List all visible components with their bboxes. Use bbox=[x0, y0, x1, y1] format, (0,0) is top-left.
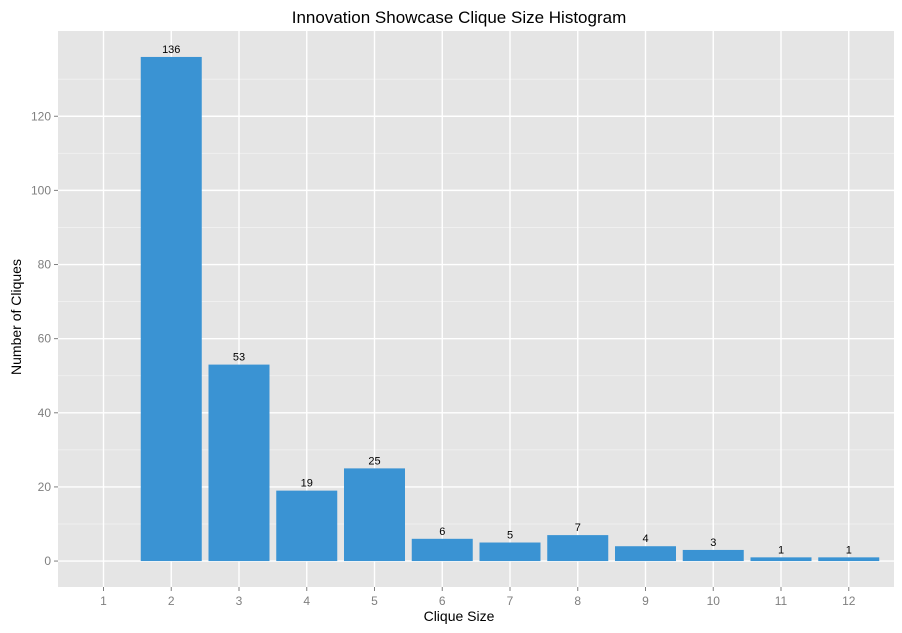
x-tick-label: 8 bbox=[574, 594, 581, 608]
data-label: 3 bbox=[710, 537, 716, 549]
x-tick-label: 9 bbox=[642, 594, 649, 608]
x-axis: 1 2 3 4 5 6 7 8 9 10 11 12 bbox=[100, 587, 856, 608]
x-axis-title: Clique Size bbox=[424, 608, 495, 624]
y-axis-title: Number of Cliques bbox=[8, 259, 24, 375]
bar bbox=[682, 549, 744, 562]
data-label: 1 bbox=[846, 544, 852, 556]
bar bbox=[615, 546, 676, 562]
y-tick-label: 0 bbox=[44, 554, 51, 568]
y-tick-label: 20 bbox=[38, 480, 52, 494]
bar bbox=[140, 56, 202, 562]
y-tick-label: 40 bbox=[38, 406, 52, 420]
y-tick-label: 120 bbox=[31, 109, 51, 123]
x-tick-label: 7 bbox=[507, 594, 514, 608]
data-label: 136 bbox=[162, 44, 180, 56]
data-label: 5 bbox=[507, 530, 513, 542]
bar bbox=[208, 364, 270, 562]
data-label: 6 bbox=[439, 526, 445, 538]
x-tick-label: 3 bbox=[236, 594, 243, 608]
data-label: 7 bbox=[575, 522, 581, 534]
data-label: 19 bbox=[301, 478, 313, 490]
bar bbox=[818, 557, 880, 562]
data-label: 1 bbox=[778, 544, 784, 556]
bar bbox=[750, 557, 812, 562]
x-tick-label: 6 bbox=[439, 594, 446, 608]
y-axis: 0 20 40 60 80 100 120 bbox=[31, 109, 58, 568]
data-label: 53 bbox=[233, 352, 245, 364]
x-tick-label: 2 bbox=[168, 594, 175, 608]
x-tick-label: 10 bbox=[707, 594, 721, 608]
bar bbox=[344, 468, 405, 562]
bar bbox=[411, 538, 473, 562]
y-tick-label: 100 bbox=[31, 183, 51, 197]
bar bbox=[479, 542, 541, 562]
x-tick-label: 4 bbox=[303, 594, 310, 608]
data-label: 25 bbox=[368, 455, 380, 467]
data-labels: 136 53 19 25 6 5 7 4 3 1 1 bbox=[162, 44, 852, 556]
bars bbox=[140, 56, 880, 562]
bar bbox=[276, 490, 338, 562]
chart-title: Innovation Showcase Clique Size Histogra… bbox=[292, 8, 627, 27]
y-tick-label: 60 bbox=[38, 332, 52, 346]
x-tick-label: 1 bbox=[100, 594, 107, 608]
x-tick-label: 5 bbox=[371, 594, 378, 608]
y-tick-label: 80 bbox=[38, 258, 52, 272]
x-tick-label: 11 bbox=[775, 594, 788, 608]
x-tick-label: 12 bbox=[842, 594, 856, 608]
bar bbox=[547, 535, 609, 562]
data-label: 4 bbox=[642, 533, 648, 545]
